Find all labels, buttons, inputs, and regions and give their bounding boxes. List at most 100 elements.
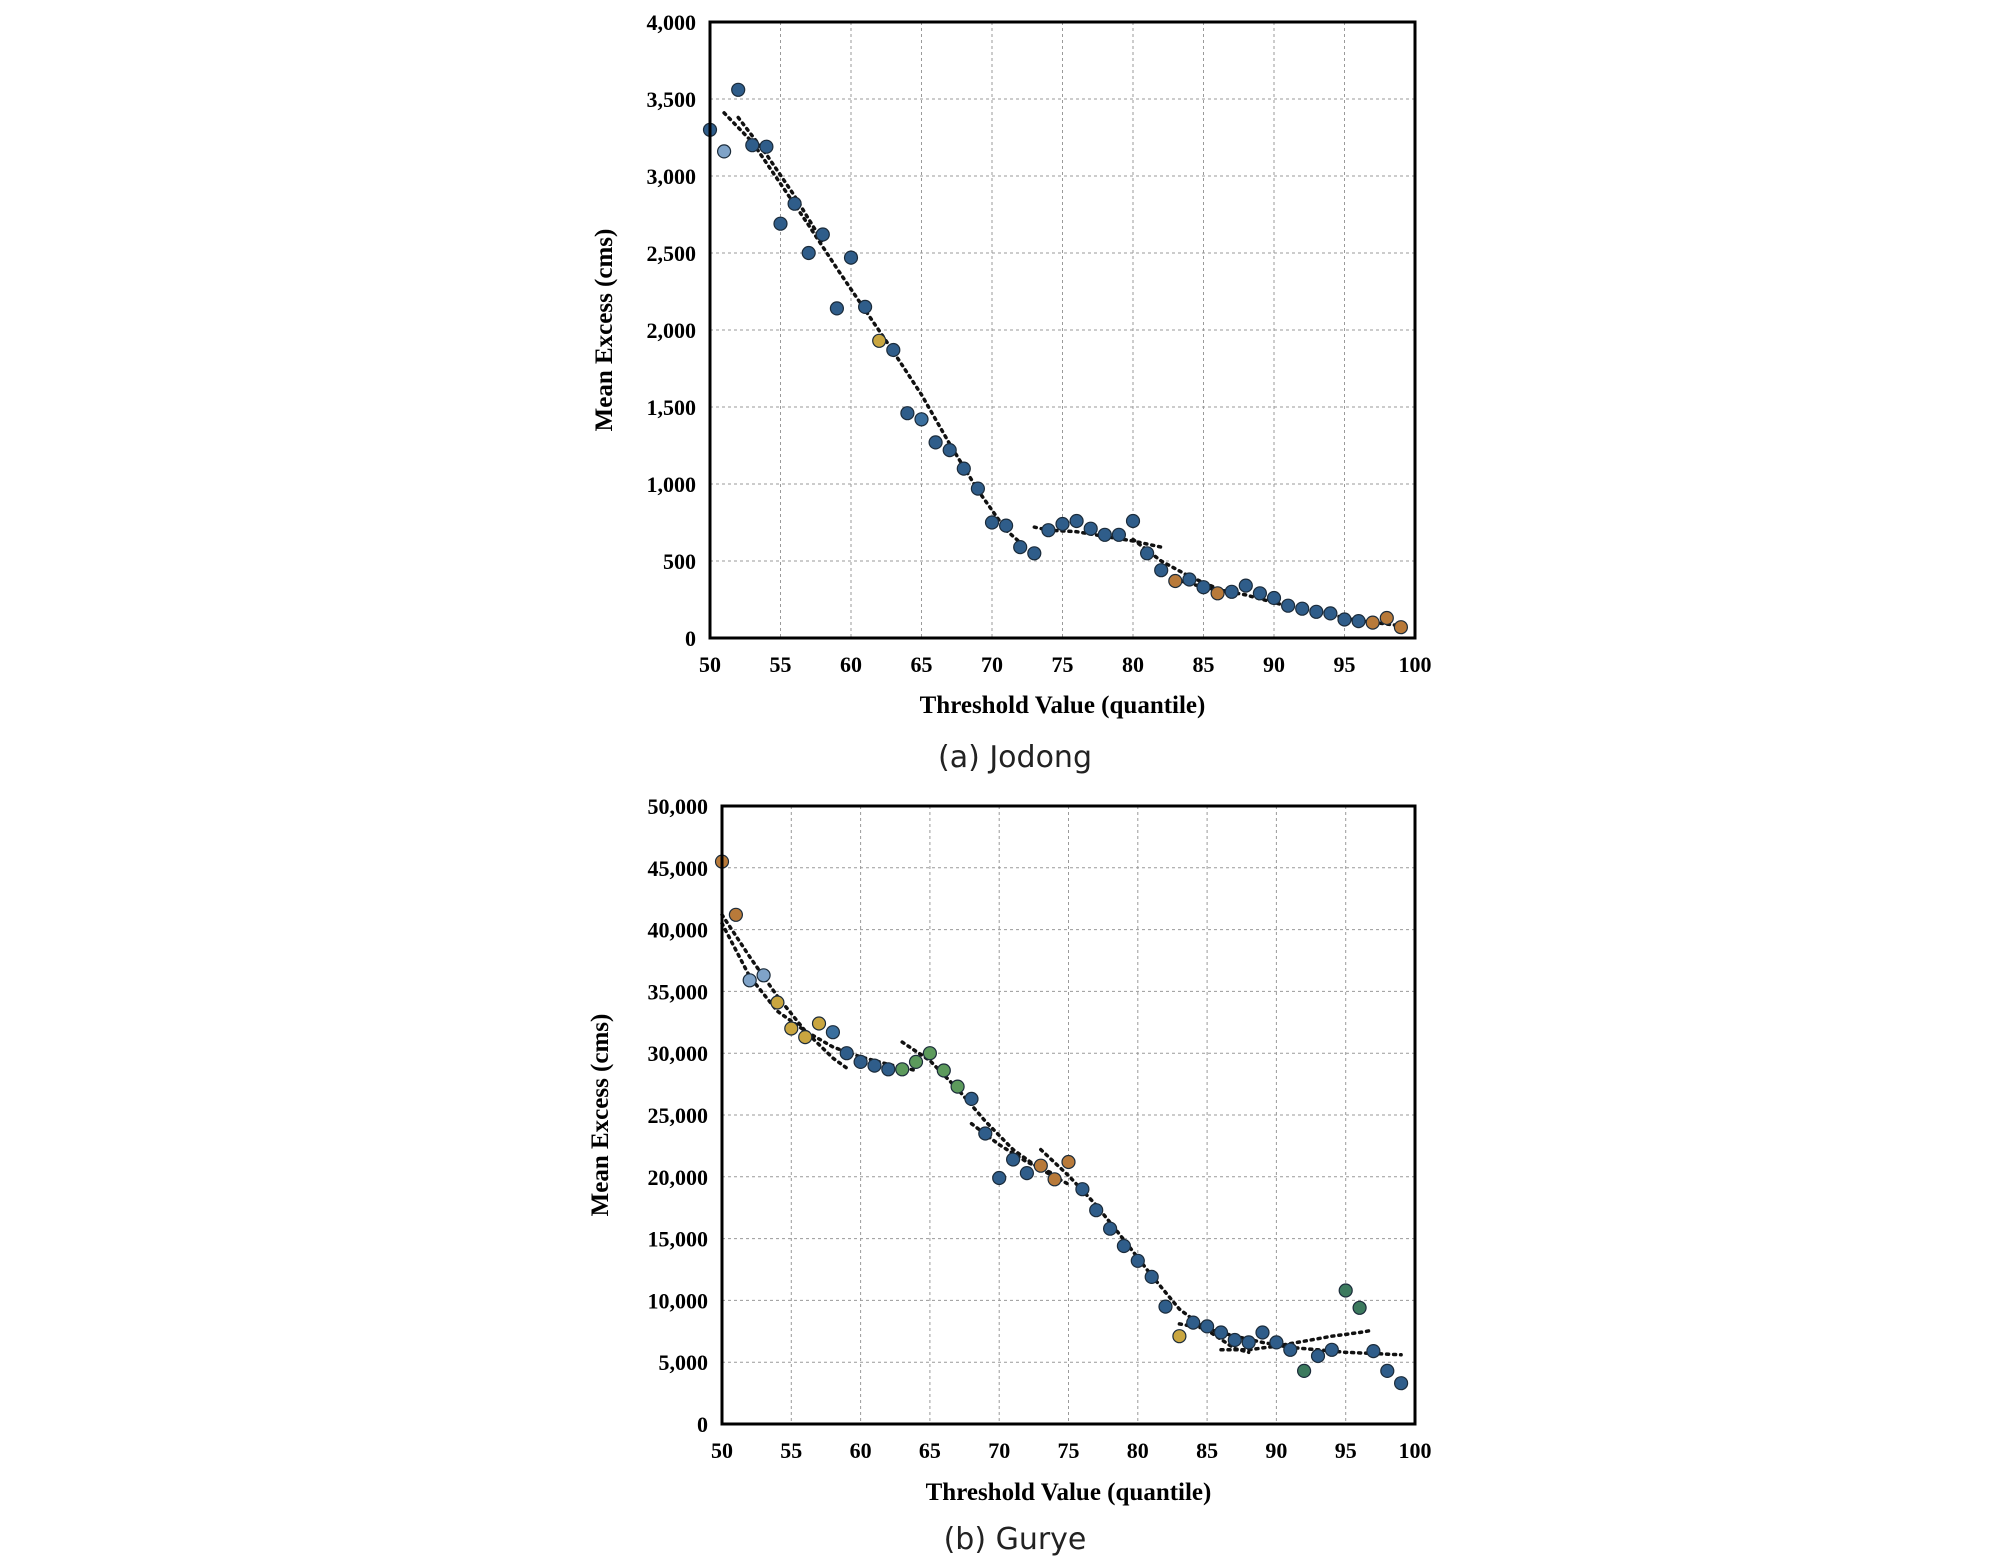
data-point: [1139, 546, 1155, 561]
data-point: [1366, 1343, 1381, 1359]
trend-line: [1219, 1328, 1376, 1352]
data-point: [1172, 1329, 1187, 1344]
trend-line: [720, 921, 918, 1073]
data-point: [1338, 1283, 1353, 1298]
data-point: [1210, 586, 1225, 601]
data-point: [942, 443, 957, 458]
data-point: [1144, 1269, 1159, 1285]
y-tick-label: 25,000: [648, 1103, 709, 1128]
x-tick-label: 95: [1334, 652, 1356, 677]
y-tick-label: 3,000: [647, 164, 697, 189]
data-point: [1055, 516, 1070, 532]
data-point: [914, 412, 929, 427]
data-point: [1280, 598, 1296, 613]
x-tick-label: 65: [919, 1438, 941, 1463]
y-tick-label: 1,000: [647, 472, 697, 497]
y-axis-label: Mean Excess (cms): [587, 1014, 614, 1217]
data-point: [716, 144, 732, 159]
data-point: [956, 461, 971, 476]
x-tick-label: 85: [1196, 1438, 1218, 1463]
data-point: [1102, 1221, 1118, 1236]
x-tick-label: 60: [840, 652, 862, 677]
y-tick-label: 4,000: [647, 10, 697, 35]
data-point: [1019, 1165, 1035, 1181]
data-point: [1224, 584, 1239, 599]
data-point: [1393, 1376, 1409, 1391]
y-tick-label: 50,000: [648, 794, 709, 819]
panel-caption: (a) Jodong: [938, 740, 1092, 775]
trend-line: [720, 913, 849, 1070]
data-point: [1196, 580, 1211, 595]
data-point: [867, 1058, 882, 1073]
data-point: [1041, 523, 1056, 538]
data-point: [798, 1029, 813, 1045]
plot-frame: [720, 804, 1417, 1426]
data-point: [1013, 539, 1028, 555]
plot-frame: [708, 20, 1417, 640]
data-point: [1269, 1335, 1284, 1350]
data-point: [970, 481, 986, 496]
data-point: [742, 973, 757, 988]
data-point: [1186, 1315, 1201, 1330]
data-point: [756, 968, 771, 983]
data-point: [1241, 1335, 1256, 1350]
x-tick-label: 65: [911, 652, 933, 677]
data-point: [1295, 601, 1310, 616]
data-point: [784, 1021, 799, 1036]
y-tick-label: 3,500: [647, 87, 697, 112]
data-point: [1283, 1342, 1298, 1357]
data-point: [1380, 1363, 1395, 1379]
data-point: [1337, 612, 1352, 627]
data-point: [1154, 563, 1169, 578]
data-point: [936, 1063, 951, 1078]
data-point: [1130, 1253, 1145, 1268]
x-tick-label: 55: [780, 1438, 802, 1463]
x-tick-label: 85: [1193, 652, 1215, 677]
x-tick-label: 50: [711, 1438, 733, 1463]
data-point: [745, 138, 760, 153]
x-tick-label: 75: [1058, 1438, 1080, 1463]
data-point: [1296, 1363, 1312, 1379]
data-point: [731, 82, 746, 97]
y-tick-label: 45,000: [648, 856, 709, 881]
data-point: [1352, 1300, 1367, 1315]
data-point: [1323, 606, 1338, 621]
data-point: [1227, 1332, 1242, 1348]
data-point: [1075, 1182, 1090, 1197]
y-tick-label: 2,000: [647, 318, 697, 343]
trend-line: [1039, 1147, 1251, 1355]
y-tick-label: 30,000: [648, 1041, 709, 1066]
x-tick-label: 90: [1263, 652, 1285, 677]
data-point: [811, 1016, 827, 1031]
x-tick-label: 100: [1399, 1438, 1432, 1463]
y-tick-label: 1,500: [647, 395, 697, 420]
data-point: [770, 995, 785, 1010]
x-axis-label: Threshold Value (quantile): [926, 1479, 1212, 1506]
panel-caption: (b) Gurye: [944, 1522, 1087, 1557]
y-tick-label: 35,000: [648, 979, 709, 1004]
data-point: [1061, 1154, 1076, 1170]
y-tick-label: 5,000: [659, 1350, 709, 1375]
data-point: [1182, 572, 1197, 587]
data-point: [1252, 586, 1268, 601]
data-point: [857, 299, 873, 314]
y-tick-label: 20,000: [648, 1165, 709, 1190]
data-point: [886, 342, 901, 358]
x-tick-label: 75: [1052, 652, 1074, 677]
x-tick-label: 100: [1399, 652, 1432, 677]
data-point: [1266, 590, 1282, 606]
trend-line: [736, 115, 825, 244]
data-point: [853, 1054, 868, 1070]
data-point: [1309, 604, 1324, 619]
data-point: [922, 1046, 938, 1061]
data-point: [1255, 1325, 1270, 1340]
data-point: [1379, 610, 1394, 626]
data-point: [787, 196, 802, 211]
data-point: [1199, 1319, 1215, 1334]
data-point: [1213, 1325, 1229, 1340]
data-point: [964, 1091, 979, 1107]
data-point: [1310, 1348, 1326, 1364]
data-point: [1168, 573, 1183, 589]
data-point: [998, 518, 1014, 533]
